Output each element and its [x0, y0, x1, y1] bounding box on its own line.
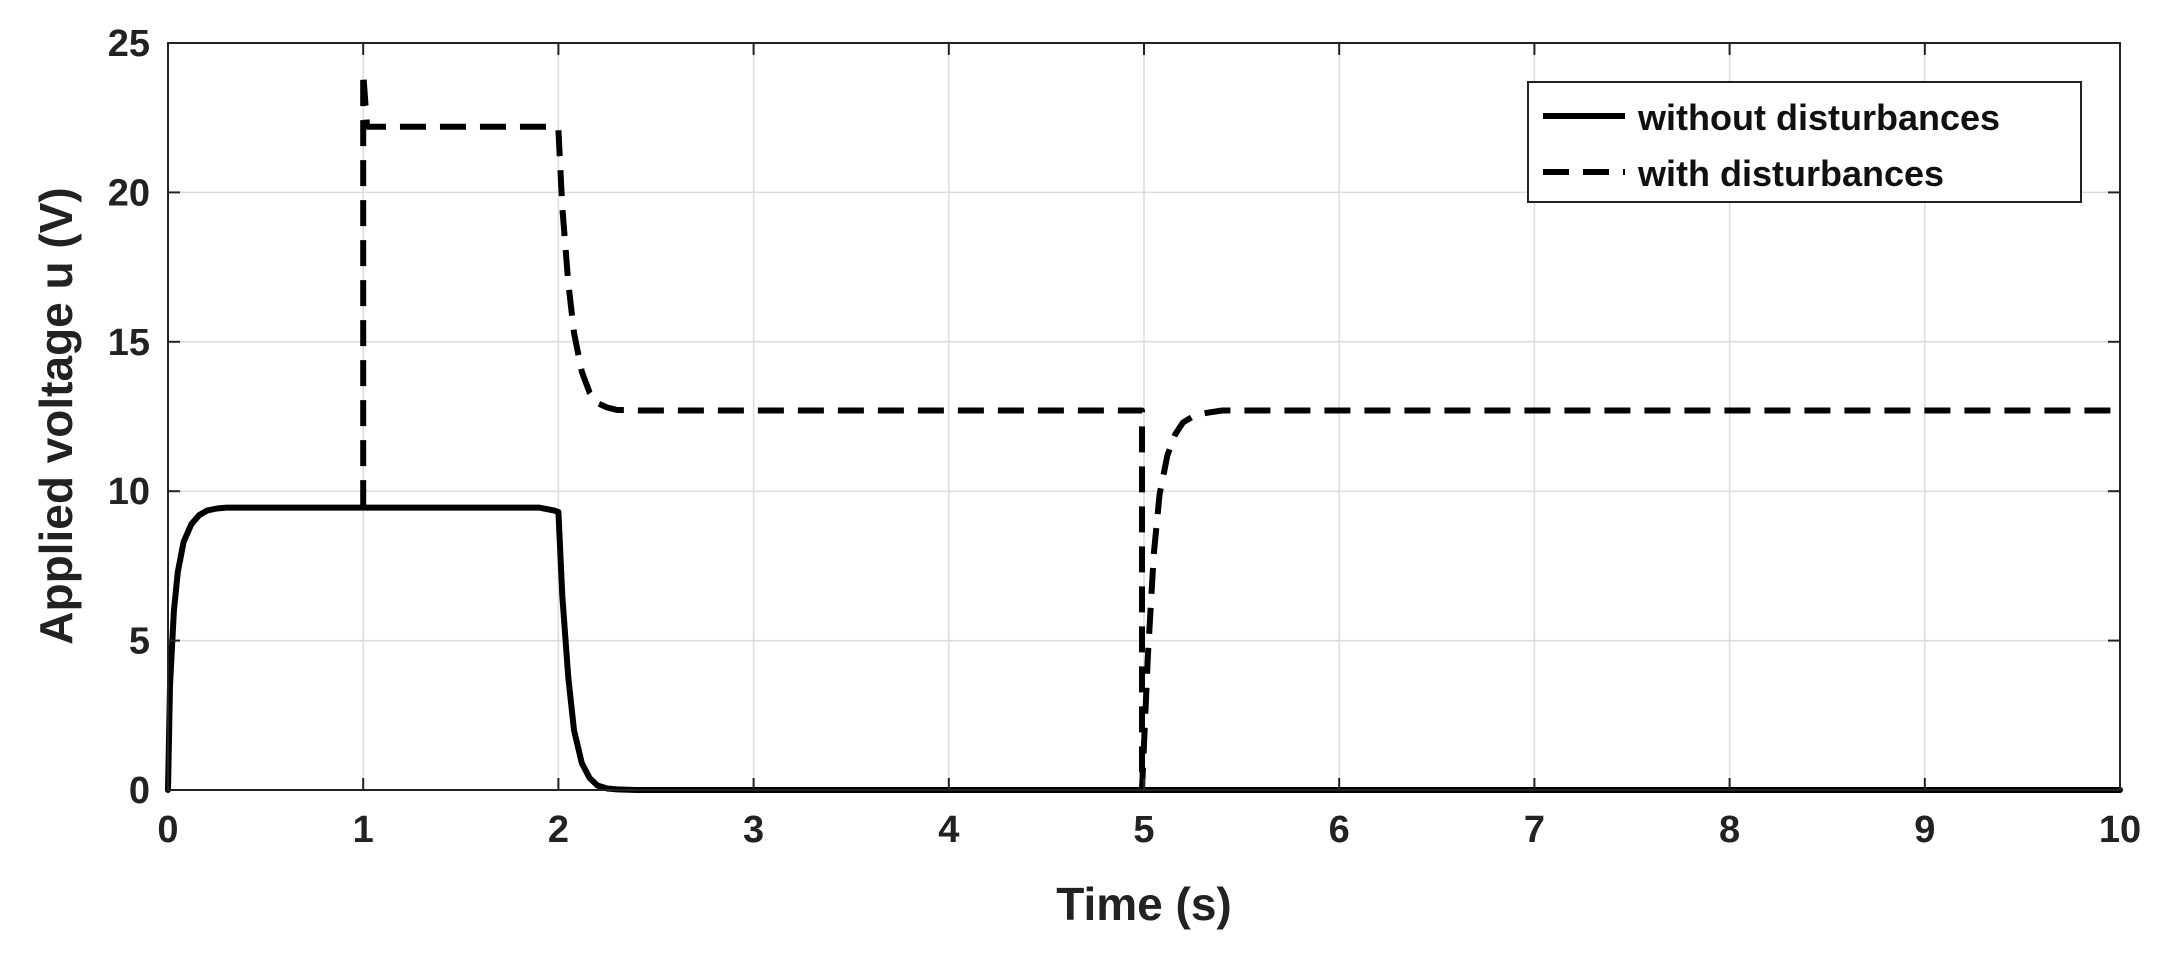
axis-ticks: 0 1 2 3 4 5 6 7 8 9 10 0 5 10 15 20 25 [108, 23, 2141, 851]
x-tick-label: 6 [1329, 809, 1350, 851]
x-tick-label: 4 [938, 809, 959, 851]
y-tick-label: 20 [108, 172, 150, 214]
x-tick-label: 10 [2099, 809, 2141, 851]
x-tick-label: 8 [1719, 809, 1740, 851]
y-tick-label: 5 [129, 621, 150, 663]
x-tick-label: 5 [1133, 809, 1154, 851]
x-tick-label: 7 [1524, 809, 1545, 851]
x-tick-label: 3 [743, 809, 764, 851]
y-axis-title: Applied voltage u (V) [30, 187, 82, 644]
y-tick-label: 25 [108, 23, 150, 65]
legend-label-without-disturbances: without disturbances [1637, 97, 2000, 138]
x-tick-label: 2 [548, 809, 569, 851]
y-tick-label: 10 [108, 471, 150, 513]
x-tick-label: 9 [1914, 809, 1935, 851]
y-tick-label: 15 [108, 322, 150, 364]
x-axis-title: Time (s) [1056, 878, 1232, 930]
legend-box [1527, 81, 2082, 203]
x-tick-label: 0 [157, 809, 178, 851]
y-tick-label: 0 [129, 770, 150, 812]
series-line-with-disturbances [360, 69, 2120, 793]
legend-label-with-disturbances: with disturbances [1637, 153, 1944, 194]
legend: without disturbances with disturbances [1527, 81, 2082, 203]
x-tick-label: 1 [353, 809, 374, 851]
